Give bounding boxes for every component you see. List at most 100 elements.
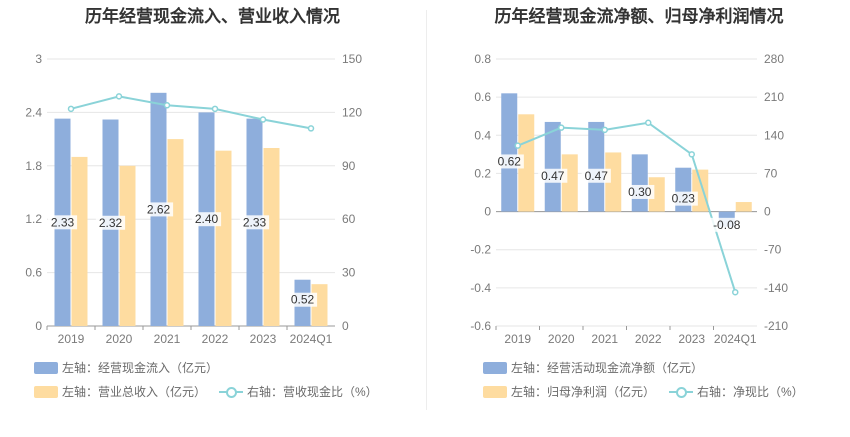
- legend-item-series-2[interactable]: 左轴：营业总收入（亿元）: [34, 383, 206, 400]
- x-tick-label: 2022: [635, 332, 662, 346]
- data-label: 0.52: [291, 293, 315, 307]
- legend-label: 右轴：营收现金比（%）: [247, 385, 378, 399]
- bar-secondary: [167, 139, 184, 326]
- y-left-tick-label: 1.2: [25, 212, 42, 226]
- data-label-bg: [538, 168, 568, 183]
- y-right-tick-label: -210: [764, 319, 788, 333]
- panel-divider: [426, 10, 427, 410]
- x-tick-label: 2024Q1: [290, 332, 333, 346]
- bar-secondary: [518, 114, 535, 212]
- x-tick-label: 2019: [58, 332, 85, 346]
- data-label: 2.33: [243, 215, 267, 229]
- y-right-tick-label: 150: [342, 52, 362, 66]
- legend-item-series-1[interactable]: 左轴：经营现金流入（亿元）: [34, 359, 218, 376]
- data-label: 2.62: [147, 202, 171, 216]
- bar-secondary: [119, 165, 136, 326]
- data-label-bg: [143, 202, 174, 217]
- x-tick-label: 2020: [548, 332, 575, 346]
- bar-secondary: [561, 154, 578, 212]
- line-point: [732, 288, 739, 296]
- y-left-tick-label: 0.6: [25, 266, 42, 280]
- y-left-tick-label: 0: [35, 319, 42, 333]
- y-right-tick-label: 210: [764, 90, 784, 104]
- data-label: 2.40: [195, 212, 219, 226]
- data-label: 2.32: [99, 216, 123, 230]
- line-point: [307, 125, 315, 132]
- data-label-bg: [668, 191, 698, 206]
- y-right-tick-label: 120: [342, 105, 362, 119]
- y-left-tick-label: 0.4: [474, 128, 491, 142]
- y-left-tick-label: 2.4: [25, 105, 42, 119]
- bar-secondary: [263, 148, 280, 326]
- x-tick-label: 2019: [504, 332, 531, 346]
- chart-panel-cashflow-revenue: 历年经营现金流入、营业收入情况 0 0.6 1.2 1.8 2.4 3 0 30 60 90 120…: [25, 7, 378, 400]
- data-label-bg: [581, 168, 611, 183]
- y-left-tick-label: -0.2: [470, 243, 491, 257]
- legend-item-series-2[interactable]: 左轴：归母净利润（亿元）: [483, 383, 655, 400]
- y-left-tick-label: 0.2: [474, 166, 491, 180]
- y-left-tick-label: -0.4: [470, 281, 491, 295]
- bar-primary: [544, 121, 561, 212]
- y-right-tick-label: 30: [342, 266, 356, 280]
- line-series: [70, 95, 312, 130]
- line-point: [67, 105, 75, 113]
- legend-label: 右轴：净现比（%）: [697, 385, 804, 399]
- x-tick-label: 2021: [154, 332, 181, 346]
- bar-secondary: [215, 150, 232, 326]
- legend-swatch: [483, 362, 507, 374]
- x-tick-label: 2024Q1: [714, 332, 757, 346]
- line-point: [558, 124, 565, 131]
- data-label: 0.23: [672, 192, 696, 206]
- y-right-tick-label: 280: [764, 52, 784, 66]
- line-series: [517, 121, 737, 293]
- bar-primary: [588, 121, 605, 212]
- line-point: [514, 142, 521, 149]
- data-label-bg: [625, 184, 655, 199]
- data-label-bg: [95, 215, 126, 230]
- x-tick-label: 2021: [591, 332, 618, 346]
- x-tick-label: 2020: [106, 332, 133, 346]
- y-left-tick-label: -0.6: [470, 319, 491, 333]
- y-right-tick-label: -140: [764, 281, 788, 295]
- line-point: [163, 102, 171, 109]
- legend-swatch: [483, 386, 507, 398]
- legend-label: 左轴：经营现金流入（亿元）: [62, 361, 219, 375]
- y-right-tick-label: 0: [342, 319, 349, 333]
- legend-label: 左轴：经营活动现金流净额（亿元）: [511, 361, 704, 375]
- legend-line-swatch: [669, 386, 693, 398]
- y-right-tick-label: 70: [764, 166, 778, 180]
- legend-item-series-1[interactable]: 左轴：经营活动现金流净额（亿元）: [483, 359, 703, 376]
- data-label-bg: [239, 215, 270, 230]
- y-left-tick-label: 0.6: [474, 90, 491, 104]
- legend-item-series-3[interactable]: 右轴：净现比（%）: [669, 383, 804, 400]
- y-right-tick-label: 140: [764, 128, 784, 142]
- chart-panel-netcash-profit: 历年经营现金流净额、归母净利润情况 -0.6 -0.4 -0.2 0 0.2 0.4 0.6…: [428, 0, 850, 437]
- bar-primary: [631, 154, 648, 212]
- data-label: 2.33: [51, 215, 75, 229]
- bar-secondary: [71, 156, 88, 326]
- line-point: [115, 93, 123, 100]
- legend-item-series-3[interactable]: 右轴：营收现金比（%）: [219, 383, 378, 400]
- data-label-bg: [494, 154, 524, 169]
- data-label: 0.47: [541, 169, 565, 183]
- legend-swatch: [34, 362, 58, 374]
- chart-svg: -0.6 -0.4 -0.2 0 0.2 0.4 0.6 0.8 -210 -140 -70 0 70 1…: [470, 52, 788, 346]
- y-left-tick-label: 0: [484, 205, 491, 219]
- x-tick-label: 2023: [250, 332, 277, 346]
- bar-secondary: [735, 202, 752, 212]
- data-label-bg: [708, 217, 745, 232]
- bar-primary: [501, 93, 518, 212]
- legend-label: 左轴：归母净利润（亿元）: [511, 385, 656, 399]
- data-label: -0.08: [713, 218, 741, 232]
- data-label: 0.30: [628, 185, 652, 199]
- bar-secondary: [605, 152, 622, 212]
- y-right-tick-label: 90: [342, 159, 356, 173]
- y-right-tick-label: 0: [764, 205, 771, 219]
- data-label-bg: [191, 212, 222, 227]
- line-point: [688, 151, 695, 158]
- line-point: [601, 126, 608, 134]
- line-point: [259, 116, 267, 123]
- x-tick-label: 2022: [202, 332, 229, 346]
- legend-swatch: [34, 386, 58, 398]
